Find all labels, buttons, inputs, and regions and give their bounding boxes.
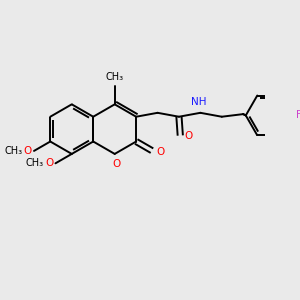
Text: CH₃: CH₃	[4, 146, 22, 156]
Text: O: O	[112, 159, 120, 169]
Text: CH₃: CH₃	[26, 158, 44, 168]
Text: O: O	[24, 146, 32, 156]
Text: CH₃: CH₃	[106, 72, 124, 82]
Text: O: O	[185, 130, 193, 140]
Text: O: O	[45, 158, 53, 168]
Text: O: O	[157, 147, 165, 157]
Text: F: F	[296, 110, 300, 120]
Text: NH: NH	[191, 97, 207, 107]
